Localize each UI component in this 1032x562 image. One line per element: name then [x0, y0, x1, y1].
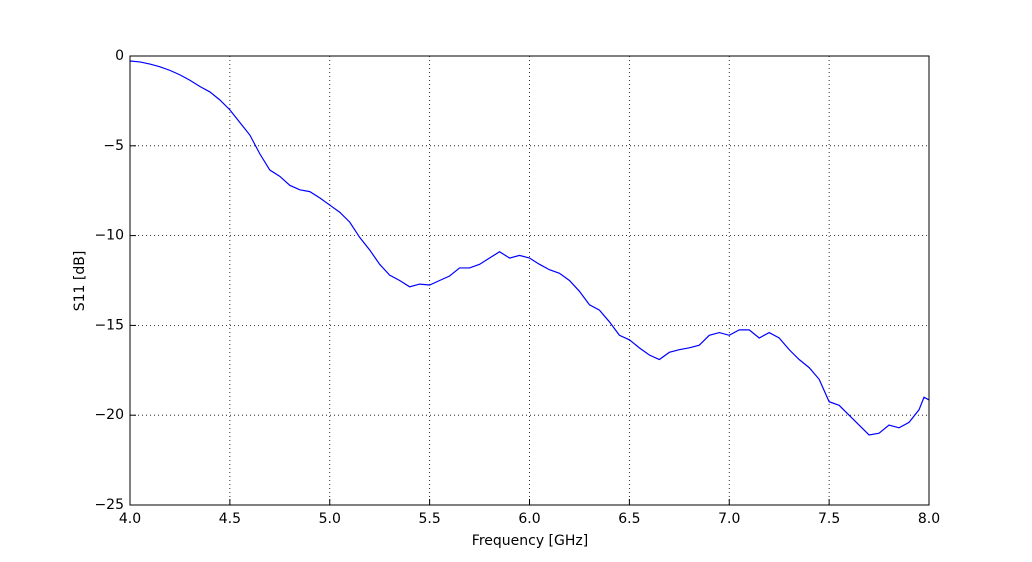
y-tick-label: −20 — [94, 407, 124, 423]
x-tick-label: 5.0 — [319, 511, 341, 527]
x-tick-label: 4.0 — [119, 511, 141, 527]
y-tick-label: −25 — [94, 497, 124, 513]
y-tick-label: −15 — [94, 317, 124, 333]
x-tick-label: 7.0 — [718, 511, 740, 527]
y-tick-label: −10 — [94, 228, 124, 244]
x-tick-label: 7.5 — [818, 511, 840, 527]
y-tick-label: 0 — [115, 48, 124, 64]
x-tick-label: 4.5 — [219, 511, 241, 527]
x-tick-label: 6.5 — [618, 511, 640, 527]
x-tick-label: 6.0 — [518, 511, 540, 527]
y-tick-label: −5 — [103, 138, 124, 154]
x-axis-label: Frequency [GHz] — [472, 533, 588, 549]
data-line — [129, 60, 930, 436]
x-tick-label: 8.0 — [918, 511, 940, 527]
y-axis-label: S11 [dB] — [72, 251, 88, 312]
plot-frame — [129, 55, 930, 506]
x-tick-label: 5.5 — [418, 511, 440, 527]
